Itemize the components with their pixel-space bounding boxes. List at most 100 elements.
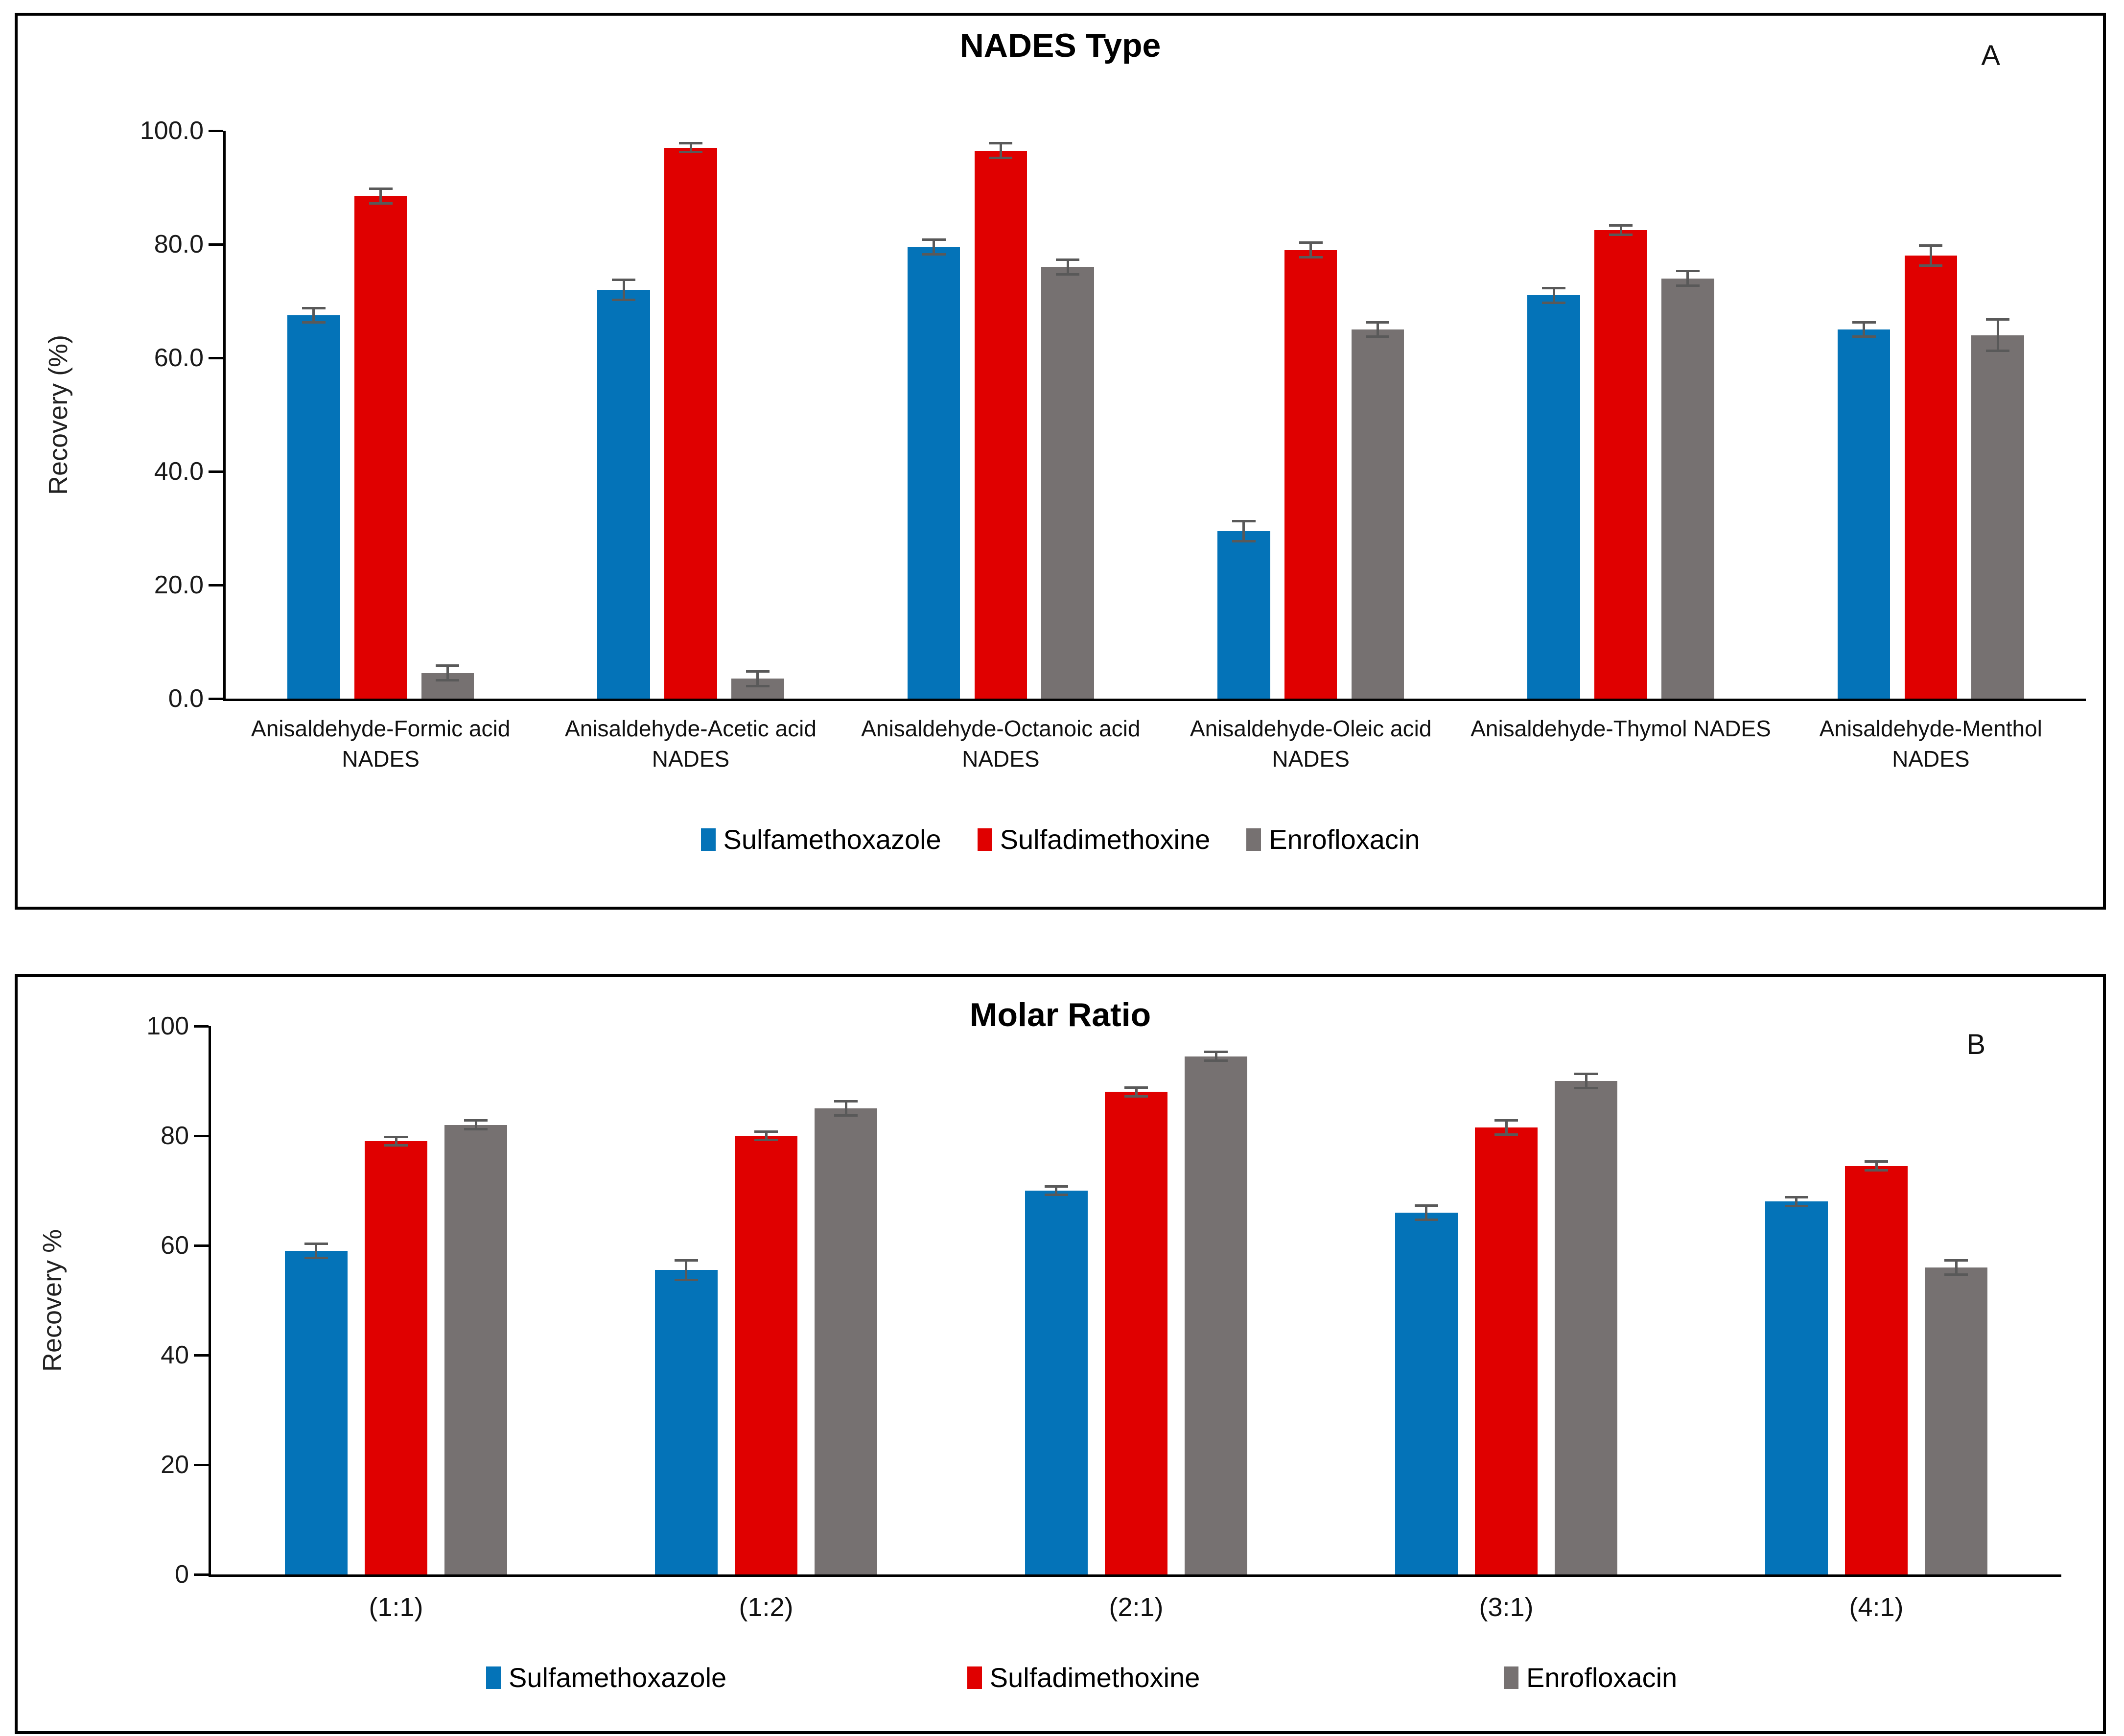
panel-letter-b: B — [1966, 1029, 1985, 1060]
error-bar-line — [474, 1119, 477, 1130]
error-bar — [304, 1243, 328, 1259]
error-bar-line — [622, 278, 625, 301]
error-bar — [679, 142, 702, 154]
bar-sulfamethoxazole — [1395, 1212, 1458, 1574]
bar-sulfamethoxazole — [284, 1251, 348, 1574]
error-bar-line — [933, 238, 935, 256]
error-bar — [989, 142, 1013, 159]
bar-enrofloxacin — [1351, 329, 1404, 699]
error-bar — [1986, 318, 2010, 352]
y-axis-title: Recovery % — [38, 1229, 67, 1372]
error-bar — [746, 670, 770, 687]
y-tick-label: 60 — [161, 1231, 189, 1260]
panel-molar-ratio: Molar Ratio B Recovery % 0 20 40 60 80 100 (1:… — [15, 974, 2106, 1734]
x-category-label: (4:1) — [1849, 1593, 1904, 1622]
y-tick-label: 100.0 — [140, 117, 204, 145]
error-bar — [1676, 270, 1700, 287]
error-bar — [1366, 321, 1390, 338]
error-bar-line — [395, 1136, 397, 1147]
legend-swatch — [977, 828, 992, 851]
error-bar-line — [446, 664, 449, 682]
bar-sulfamethoxazole — [1025, 1191, 1088, 1574]
error-bar-line — [1863, 321, 1866, 338]
y-tick-mark — [194, 1135, 209, 1137]
error-bar — [1044, 1185, 1068, 1196]
bar-sulfamethoxazole — [654, 1270, 718, 1574]
legend: Sulfamethoxazole Sulfadimethoxine Enroflox… — [209, 1662, 2059, 1696]
error-bar-line — [844, 1100, 847, 1117]
error-bar-line — [689, 142, 692, 154]
error-bar — [302, 306, 326, 324]
x-category-label: Anisaldehyde-Thymol NADES — [1470, 716, 1771, 741]
error-bar-line — [1619, 224, 1622, 236]
legend-swatch — [1246, 828, 1261, 851]
error-bar — [612, 278, 636, 302]
error-bar — [1414, 1204, 1438, 1221]
error-bar — [674, 1259, 698, 1281]
bar-enrofloxacin — [1971, 335, 2024, 699]
y-tick-mark — [209, 470, 223, 473]
y-axis-title: Recovery (%) — [44, 334, 73, 495]
legend-item-enrofloxacin: Enrofloxacin — [1504, 1662, 1677, 1693]
error-bar-line — [1585, 1073, 1587, 1089]
error-bar — [1124, 1086, 1148, 1098]
error-bar — [369, 188, 393, 205]
error-bar-line — [1795, 1196, 1798, 1207]
y-tick-label: 40 — [161, 1341, 189, 1369]
y-tick-mark — [209, 243, 223, 246]
error-bar — [922, 238, 946, 256]
error-bar-line — [1955, 1259, 1958, 1276]
error-bar — [1542, 287, 1566, 304]
error-bar — [1865, 1160, 1888, 1172]
error-bar-line — [1552, 287, 1555, 304]
bar-sulfadimethoxine — [1844, 1166, 1908, 1574]
bar-enrofloxacin — [1661, 278, 1714, 699]
bar-sulfadimethoxine — [664, 147, 717, 699]
error-bar — [1204, 1051, 1228, 1062]
error-bar — [464, 1119, 488, 1131]
y-tick-label: 80 — [161, 1122, 189, 1150]
bar-sulfadimethoxine — [974, 150, 1027, 699]
error-bar — [384, 1136, 408, 1147]
error-bar-line — [1135, 1086, 1138, 1098]
error-bar — [1609, 224, 1633, 236]
bar-sulfamethoxazole — [597, 289, 651, 699]
error-bar-line — [1055, 1185, 1058, 1196]
bar-enrofloxacin — [444, 1125, 508, 1574]
error-bar-line — [1309, 241, 1312, 258]
bar-sulfadimethoxine — [1104, 1092, 1168, 1574]
x-category-label: (3:1) — [1479, 1593, 1534, 1622]
bar-enrofloxacin — [814, 1108, 878, 1574]
bar-enrofloxacin — [1041, 267, 1094, 699]
x-category-label: Anisaldehyde-Acetic acid NADES — [565, 716, 817, 772]
y-tick-label: 100 — [146, 1012, 189, 1040]
error-bar-line — [1425, 1204, 1428, 1221]
error-bar-line — [1686, 270, 1689, 287]
error-bar-line — [999, 142, 1002, 159]
error-bar-line — [315, 1243, 318, 1259]
y-tick-mark — [194, 1354, 209, 1357]
error-bar — [1784, 1196, 1808, 1208]
chart-title: Molar Ratio — [969, 996, 1151, 1033]
legend-item-sulfamethoxazole: Sulfamethoxazole — [486, 1662, 726, 1693]
bar-sulfadimethoxine — [1284, 250, 1337, 699]
bar-enrofloxacin — [1554, 1081, 1618, 1574]
bar-sulfadimethoxine — [364, 1141, 428, 1574]
plot-area: 0.0 20.0 40.0 60.0 80.0 100.0 Anisaldehyde-For… — [140, 117, 2086, 772]
y-tick-label: 20 — [161, 1451, 189, 1479]
y-tick-label: 40.0 — [154, 457, 204, 486]
error-bar — [1299, 241, 1323, 258]
plot-area: 0 20 40 60 80 100 (1:1) (1:2) (2:1) (3:1) (4:1) — [146, 1012, 2061, 1622]
error-bar — [1056, 258, 1080, 276]
legend-label: Enrofloxacin — [1526, 1662, 1678, 1693]
error-bar-line — [765, 1130, 768, 1142]
error-bar — [436, 664, 460, 682]
error-bar — [1574, 1073, 1598, 1089]
y-tick-label: 0.0 — [168, 684, 204, 713]
error-bar — [834, 1100, 858, 1117]
bar-enrofloxacin — [1184, 1056, 1248, 1574]
legend-label: Sulfamethoxazole — [509, 1662, 727, 1693]
chart-title: NADES Type — [959, 27, 1161, 64]
panel-letter-a: A — [1981, 40, 2000, 71]
